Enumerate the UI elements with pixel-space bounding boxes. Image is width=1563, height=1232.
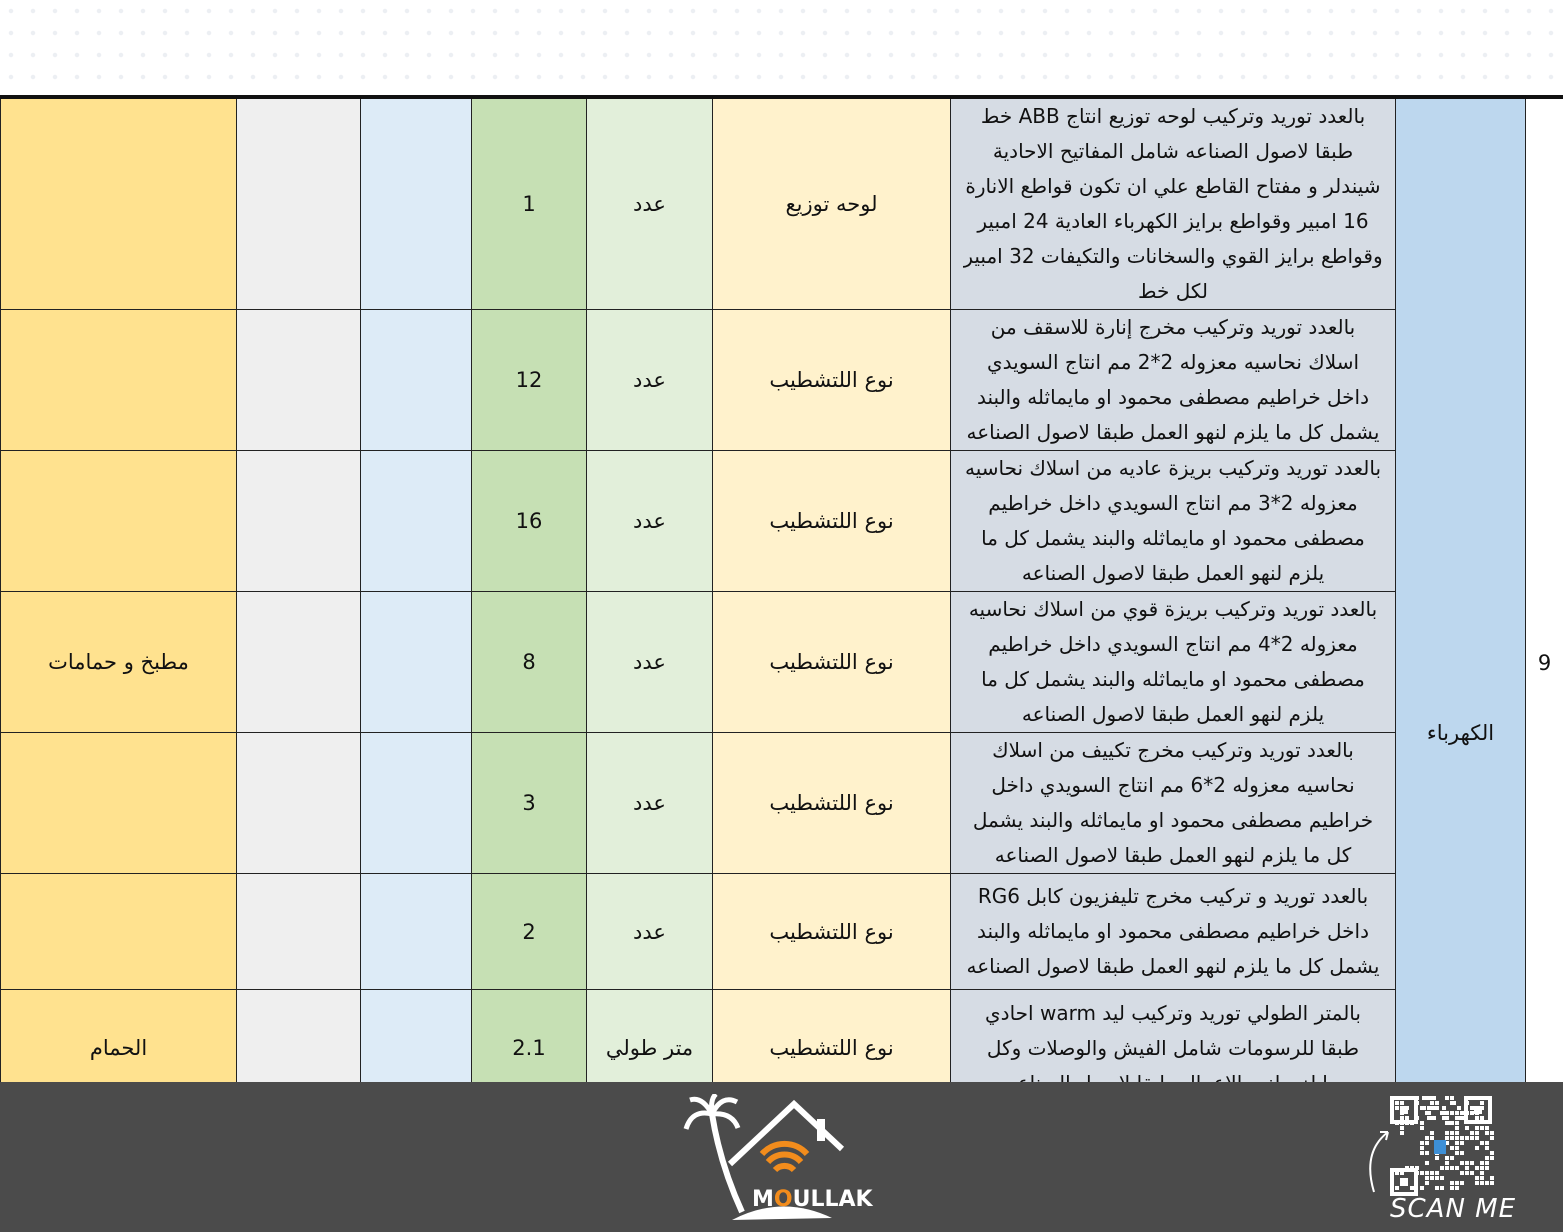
finish-type-cell: نوع اللتشطيب [712, 873, 951, 990]
note-cell: مطبخ و حمامات [0, 591, 237, 733]
scan-me-label: SCAN ME [1390, 1194, 1517, 1224]
empty-cell [236, 591, 361, 733]
empty-cell [236, 873, 361, 990]
unit-cell: عدد [586, 96, 713, 310]
svg-text:MOULLAK: MOULLAK [752, 1187, 874, 1212]
header-pattern [0, 0, 1563, 95]
quantity-cell: 8 [471, 591, 587, 733]
table-row: 2 عدد نوع اللتشطيب بالعدد توريد و تركيب مخر… [0, 873, 1563, 990]
unit-cell-text: عدد [633, 919, 666, 944]
empty-cell [360, 450, 472, 592]
description-cell-text: بالعدد توريد وتركيب مخرج تكييف من اسلاك … [972, 738, 1374, 867]
unit-cell-text: عدد [633, 791, 666, 815]
quantity-cell: 12 [471, 309, 587, 451]
qr-code[interactable] [1360, 1092, 1500, 1227]
description-cell: بالعدد توريد وتركيب بريزة عاديه من اسلاك… [950, 450, 1396, 592]
finish-type-cell: نوع اللتشطيب [712, 732, 951, 874]
unit-cell-text: عدد [633, 192, 666, 216]
description-cell-text: بالعدد توريد وتركيب مخرج إنارة للاسقف من… [966, 315, 1380, 444]
quantity-cell-text: 1 [522, 192, 536, 216]
note-cell-text: الحمام [89, 1036, 148, 1060]
description-cell: بالعدد توريد وتركيب مخرج تكييف من اسلاك … [950, 732, 1396, 874]
empty-cell [360, 873, 472, 990]
quantity-cell: 1 [471, 96, 587, 310]
empty-cell [236, 96, 361, 310]
description-cell: بالعدد توريد وتركيب بريزة قوي من اسلاك ن… [950, 591, 1396, 733]
quantity-cell-text: 12 [515, 368, 543, 392]
description-cell: بالعدد توريد وتركيب مخرج إنارة للاسقف من… [950, 309, 1396, 451]
finish-type-cell-text: نوع اللتشطيب [769, 791, 894, 815]
unit-cell-text: عدد [633, 650, 666, 674]
description-cell-text: بالعدد توريد و تركيب مخرج تليفزيون كابل … [966, 884, 1380, 978]
table-row: مطبخ و حمامات 8 عدد نوع اللتشطيب بالعدد توري… [0, 591, 1563, 733]
quantity-cell-text: 2.1 [512, 1036, 546, 1060]
description-cell-text: بالعدد توريد وتركيب لوحه توزيع انتاج ABB… [963, 104, 1383, 303]
empty-cell [236, 732, 361, 874]
note-cell [0, 732, 237, 874]
quantity-cell-text: 2 [522, 919, 536, 944]
footer: MOULLAK SCAN ME [0, 1082, 1563, 1232]
unit-cell-text: متر طولي [605, 1036, 694, 1060]
category-cell: الكهرباء [1395, 96, 1526, 1227]
empty-cell [360, 309, 472, 451]
unit-cell-text: عدد [633, 368, 666, 392]
table-row: 1 عدد لوحه توزيع بالعدد توريد وتركيب لوحه ت… [0, 96, 1563, 1227]
quantity-cell-text: 8 [522, 650, 536, 674]
empty-cell [360, 96, 472, 310]
note-cell-text: مطبخ و حمامات [48, 650, 189, 674]
finish-type-cell: نوع اللتشطيب [712, 309, 951, 451]
empty-cell [360, 732, 472, 874]
table-row: 16 عدد نوع اللتشطيب بالعدد توريد وتركيب بري… [0, 450, 1563, 592]
finish-type-cell-text: نوع اللتشطيب [769, 650, 894, 674]
finish-type-cell-text: نوع اللتشطيب [769, 1036, 894, 1060]
note-cell [0, 96, 237, 310]
quantity-cell: 3 [471, 732, 587, 874]
description-cell-text: بالعدد توريد وتركيب بريزة قوي من اسلاك ن… [968, 597, 1378, 726]
unit-cell: عدد [586, 873, 713, 990]
finish-type-cell-text: لوحه توزيع [785, 192, 878, 216]
quantity-cell: 2 [471, 873, 587, 990]
finish-type-cell: نوع اللتشطيب [712, 591, 951, 733]
empty-cell [236, 309, 361, 451]
description-cell-text: بالعدد توريد وتركيب بريزة عاديه من اسلاك… [964, 456, 1382, 585]
unit-cell: عدد [586, 591, 713, 733]
finish-type-cell-text: نوع اللتشطيب [769, 919, 894, 944]
item-number-cell: 9 [1525, 96, 1563, 1227]
note-cell [0, 309, 237, 451]
note-cell [0, 873, 237, 990]
quantity-cell: 16 [471, 450, 587, 592]
finish-type-cell: لوحه توزيع [712, 96, 951, 310]
unit-cell: عدد [586, 732, 713, 874]
quantity-cell-text: 3 [522, 791, 536, 815]
finish-type-cell: نوع اللتشطيب [712, 450, 951, 592]
moullak-logo: MOULLAK [683, 1094, 874, 1220]
description-cell: بالعدد توريد وتركيب لوحه توزيع انتاج ABB… [950, 96, 1396, 310]
empty-cell [236, 450, 361, 592]
note-cell [0, 450, 237, 592]
unit-cell: عدد [586, 309, 713, 451]
quantity-cell-text: 16 [515, 509, 543, 533]
bill-of-quantities-table: 1 عدد لوحه توزيع بالعدد توريد وتركيب لوحه ت… [0, 95, 1563, 1227]
description-cell: بالعدد توريد و تركيب مخرج تليفزيون كابل … [950, 873, 1396, 990]
table-row: 12 عدد نوع اللتشطيب بالعدد توريد وتركيب مخر… [0, 309, 1563, 451]
finish-type-cell-text: نوع اللتشطيب [769, 509, 894, 533]
finish-type-cell-text: نوع اللتشطيب [769, 368, 894, 392]
empty-cell [360, 591, 472, 733]
unit-cell-text: عدد [633, 509, 666, 533]
unit-cell: عدد [586, 450, 713, 592]
table-row: 3 عدد نوع اللتشطيب بالعدد توريد وتركيب مخرج… [0, 732, 1563, 874]
